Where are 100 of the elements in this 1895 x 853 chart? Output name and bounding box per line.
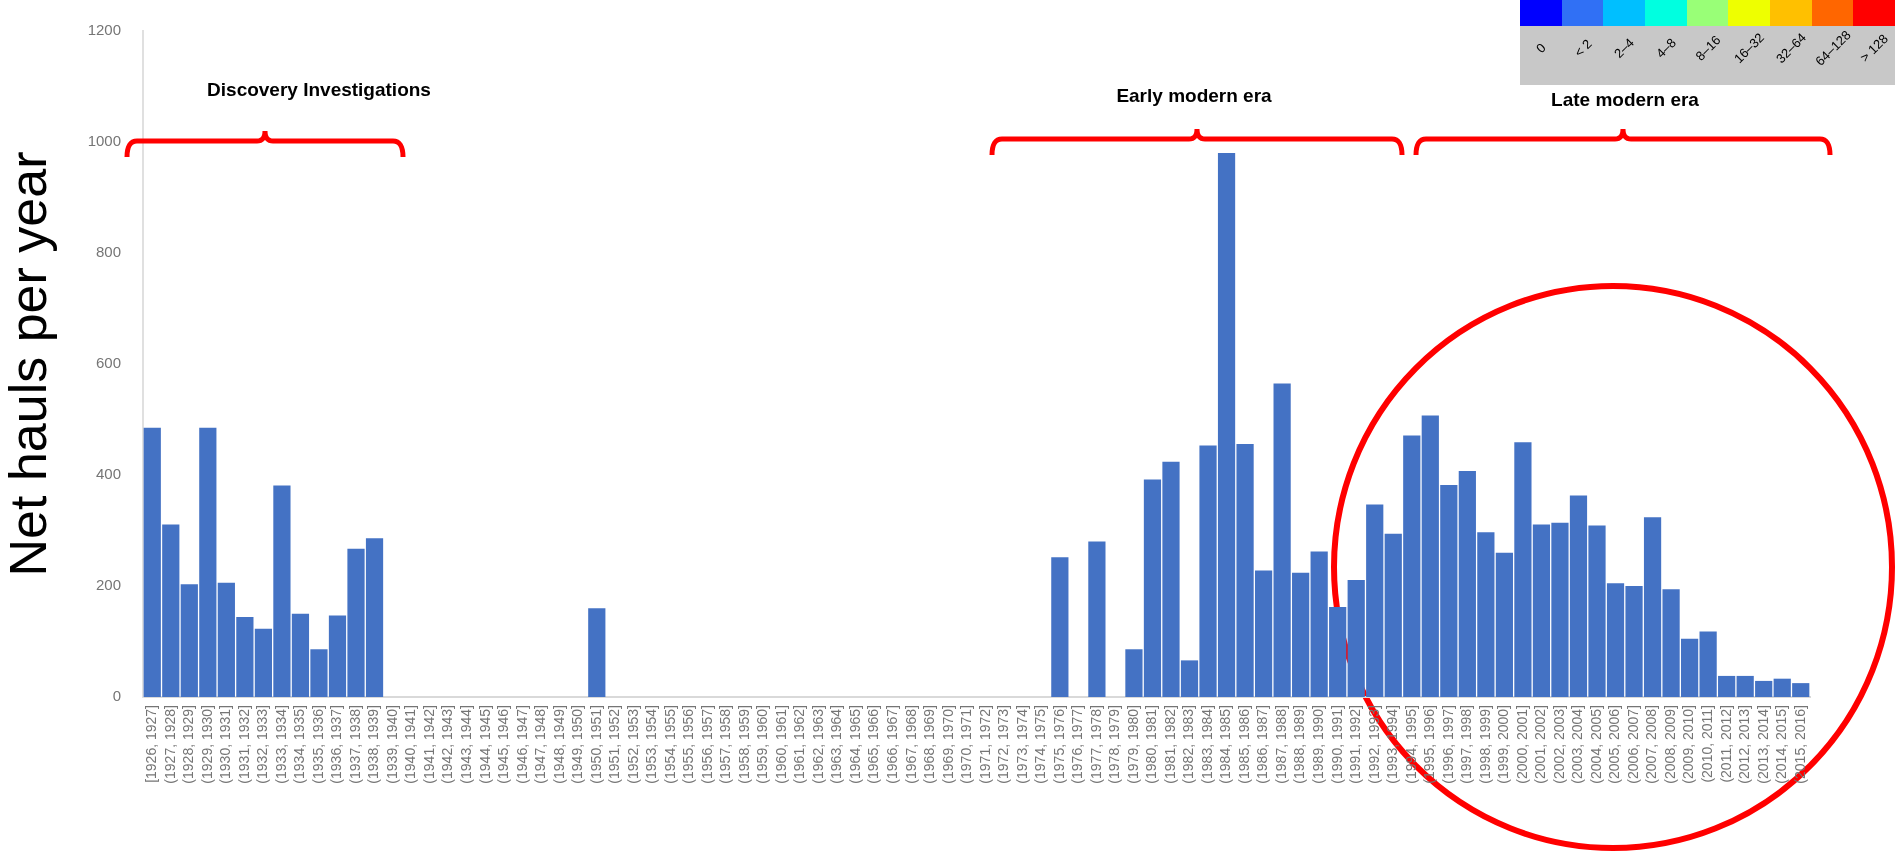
- annotation: < 2: [1570, 36, 1595, 60]
- x-tick-label: (1997, 1998]: [1458, 705, 1475, 784]
- x-tick-label: (1988, 1989]: [1291, 705, 1308, 784]
- x-tick-label: (1937, 1938]: [346, 705, 363, 784]
- x-tick-label: (1948, 1949]: [550, 705, 567, 784]
- x-tick-label: (1936, 1937]: [328, 705, 345, 784]
- x-tick-label: (2012, 2013]: [1736, 705, 1753, 784]
- x-tick-label: (1981, 1982]: [1161, 705, 1178, 784]
- x-tick-label: [1926, 1927]: [143, 705, 160, 783]
- x-tick-label: (1954, 1955]: [661, 705, 678, 784]
- y-tick-label: 400: [95, 465, 121, 483]
- x-tick-label: (1995, 1996]: [1421, 705, 1438, 784]
- x-tick-label: (1970, 1971]: [958, 705, 975, 784]
- x-tick-label: (2005, 2006]: [1606, 705, 1623, 784]
- x-tick-label: (1946, 1947]: [513, 705, 530, 784]
- x-tick-label: (1969, 1970]: [939, 705, 956, 784]
- x-tick-label: (2014, 2015]: [1773, 705, 1790, 784]
- x-tick-label: (1939, 1940]: [383, 705, 400, 784]
- x-tick-label: (1985, 1986]: [1235, 705, 1252, 784]
- x-tick-label: (1952, 1953]: [624, 705, 641, 784]
- x-tick-label: (1978, 1979]: [1106, 705, 1123, 784]
- x-tick-label: (1962, 1963]: [809, 705, 826, 784]
- x-tick-label: (1968, 1969]: [921, 705, 938, 784]
- x-tick-label: (2003, 2004]: [1569, 705, 1586, 784]
- x-tick-label: (1972, 1973]: [995, 705, 1012, 784]
- y-tick-label: 800: [95, 243, 121, 261]
- x-tick-label: (1943, 1944]: [458, 705, 474, 784]
- x-tick-label: (1956, 1957]: [698, 705, 715, 784]
- x-tick-label: (1991, 1992]: [1347, 705, 1364, 784]
- x-tick-label: (1984, 1985]: [1217, 705, 1234, 784]
- x-tick-label: (1951, 1952]: [606, 705, 623, 784]
- x-tick-label: (1974, 1975]: [1032, 705, 1049, 784]
- x-tick-label: (2015, 2016]: [1791, 705, 1808, 784]
- x-tick-label: (1998, 1999]: [1476, 705, 1493, 784]
- y-axis-title: Net hauls per year: [0, 151, 57, 577]
- x-tick-label: (1950, 1951]: [587, 705, 604, 784]
- x-tick-label: (2002, 2003]: [1550, 705, 1567, 784]
- x-tick-label: (1999, 2000]: [1495, 705, 1512, 784]
- x-tick-label: (1942, 1943]: [439, 705, 456, 784]
- x-tick-label: (1938, 1939]: [365, 705, 382, 784]
- bar: [1088, 541, 1106, 697]
- x-tick-label: (1990, 1991]: [1328, 705, 1345, 784]
- x-tick-label: (1966, 1967]: [884, 705, 901, 784]
- x-tick-label: (1987, 1988]: [1272, 705, 1289, 784]
- x-tick-label: (1945, 1946]: [495, 705, 512, 784]
- x-tick-label: (1932, 1933]: [254, 705, 271, 784]
- x-tick-label: (1958, 1959]: [735, 705, 752, 784]
- annotation: 2–4: [1611, 35, 1638, 61]
- x-tick-label: (2009, 2010]: [1680, 705, 1697, 784]
- x-tick-label: (1983, 1984]: [1198, 705, 1215, 784]
- x-tick-label: (1964, 1965]: [846, 705, 863, 784]
- x-tick-label: (1963, 1964]: [828, 705, 845, 784]
- x-tick-label: (1949, 1950]: [569, 705, 586, 784]
- x-tick-label: (1961, 1962]: [791, 705, 808, 784]
- x-tick-label: (1989, 1990]: [1310, 705, 1327, 784]
- x-tick-label: (1979, 1980]: [1124, 705, 1141, 784]
- y-tick-label: 600: [95, 354, 121, 372]
- x-tick-label: (1994, 1995]: [1402, 705, 1419, 784]
- x-tick-label: (1993, 1994]: [1384, 705, 1401, 784]
- x-tick-label: (1929, 1930]: [198, 705, 215, 784]
- annotation: 0: [1532, 40, 1549, 56]
- y-tick-label: 0: [112, 687, 121, 705]
- x-tick-label: (2000, 2001]: [1513, 705, 1530, 784]
- x-tick-label: (1976, 1977]: [1069, 705, 1086, 784]
- x-tick-label: (1965, 1966]: [865, 705, 882, 784]
- x-tick-label: (1971, 1972]: [976, 705, 993, 784]
- x-tick-label: (1980, 1981]: [1143, 705, 1160, 784]
- x-tick-label: (1931, 1932]: [235, 705, 252, 784]
- x-tick-label: (1992, 1993]: [1365, 705, 1382, 784]
- x-tick-label: (1996, 1997]: [1439, 705, 1456, 784]
- x-tick-label: (1934, 1935]: [291, 705, 308, 784]
- x-tick-label: (1982, 1983]: [1180, 705, 1197, 784]
- annotation: Late modern era: [1551, 89, 1700, 111]
- x-tick-label: (1944, 1945]: [476, 705, 493, 784]
- y-tick-label: 200: [95, 576, 121, 594]
- x-tick-label: (2010, 2011]: [1698, 705, 1715, 783]
- x-tick-label: (1975, 1976]: [1050, 705, 1067, 784]
- y-tick-label: 1200: [87, 21, 121, 39]
- x-tick-label: (1928, 1929]: [180, 705, 197, 784]
- x-tick-label: (1960, 1961]: [772, 705, 789, 784]
- annotation: 4–8: [1652, 35, 1679, 61]
- bar: [588, 608, 606, 697]
- x-tick-label: (1930, 1931]: [217, 705, 234, 784]
- x-tick-label: (1953, 1954]: [643, 705, 660, 784]
- x-tick-label: (2001, 2002]: [1532, 705, 1549, 784]
- x-tick-label: (1935, 1936]: [309, 705, 326, 784]
- x-tick-label: (2004, 2005]: [1587, 705, 1604, 784]
- bar: [1051, 557, 1069, 697]
- text: > 128: [1857, 31, 1892, 65]
- x-tick-label: (2008, 2009]: [1661, 705, 1678, 784]
- x-tick-label: (1973, 1974]: [1013, 705, 1030, 784]
- y-tick-label: 1000: [87, 132, 121, 150]
- x-tick-label: (2013, 2014]: [1754, 705, 1771, 784]
- x-tick-label: (1947, 1948]: [532, 705, 549, 784]
- x-tick-label: (1927, 1928]: [161, 705, 178, 784]
- x-tick-label: (1959, 1960]: [754, 705, 771, 784]
- x-tick-label: (2011, 2012]: [1717, 705, 1734, 783]
- x-tick-label: (1955, 1956]: [680, 705, 697, 784]
- x-tick-label: (1941, 1942]: [420, 705, 437, 784]
- annotation: Discovery Investigations: [207, 79, 431, 101]
